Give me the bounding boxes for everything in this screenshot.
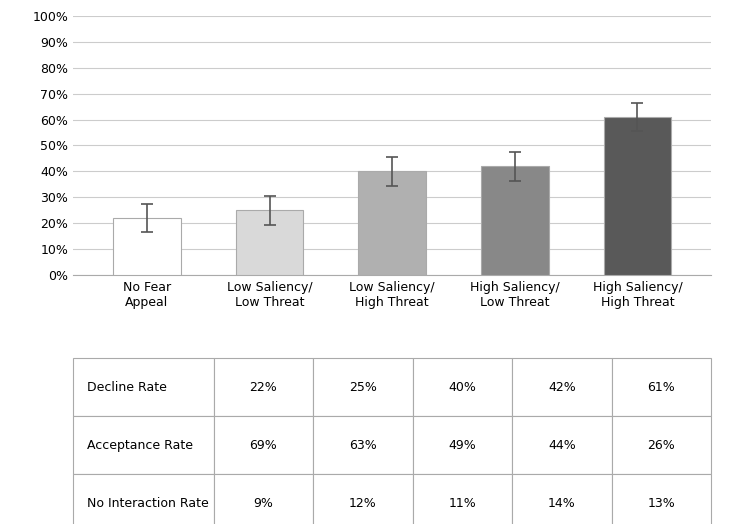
Bar xyxy=(481,166,548,275)
Bar xyxy=(604,117,671,275)
Bar xyxy=(236,210,303,275)
Bar xyxy=(113,218,180,275)
Bar xyxy=(358,171,426,275)
